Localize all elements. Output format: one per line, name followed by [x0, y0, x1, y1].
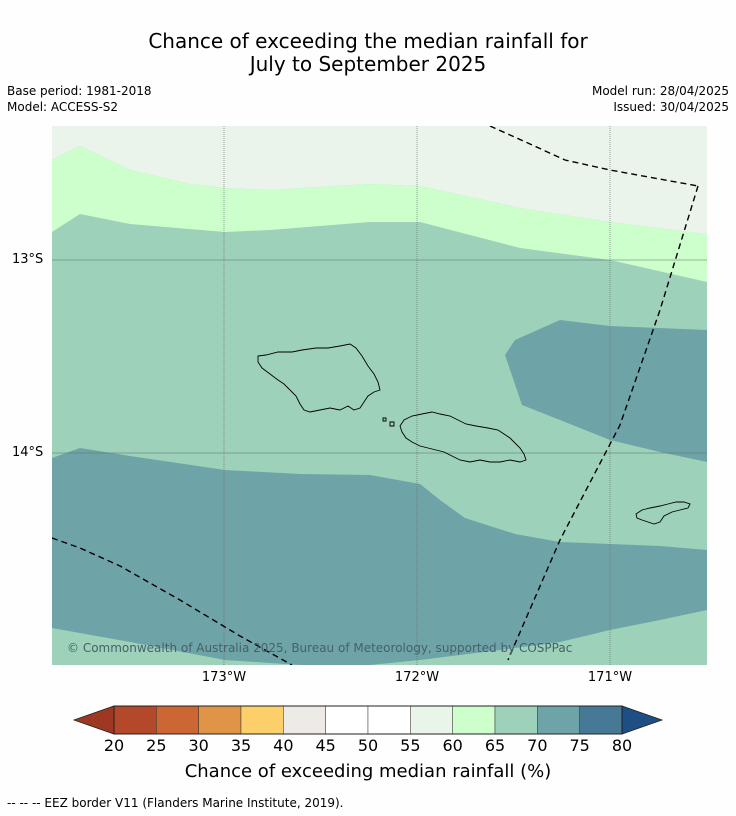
colorbar-title: Chance of exceeding median rainfall (%) [184, 761, 552, 782]
colorbar-tick-label: 25 [146, 736, 167, 755]
colorbar-tick-label: 70 [527, 736, 548, 755]
colorbar-tick-label: 75 [569, 736, 590, 755]
savaii-island [257, 343, 381, 413]
small-island-1 [382, 417, 387, 422]
title-line-1: Chance of exceeding the median rainfall … [148, 29, 588, 53]
upolu-island [399, 411, 527, 463]
map-title: Chance of exceeding the median rainfall … [0, 30, 736, 76]
lon-label-172w: 172°W [394, 670, 440, 685]
colorbar-tick-label: 30 [188, 736, 209, 755]
eez-border-east [507, 185, 699, 661]
small-island-2 [389, 421, 395, 427]
colorbar-tick-label: 60 [442, 736, 463, 755]
base-period-text: Base period: 1981-2018 [7, 84, 152, 98]
eez-border-north [489, 126, 699, 187]
colorbar-tick-label: 40 [273, 736, 294, 755]
title-line-2: July to September 2025 [249, 52, 487, 76]
colorbar-tick-label: 65 [484, 736, 506, 755]
footnote-eez: -- -- -- EEZ border V11 (Flanders Marine… [7, 796, 344, 810]
lon-label-173w: 173°W [201, 670, 247, 685]
meta-right: Model run: 28/04/2025 Issued: 30/04/2025 [592, 83, 729, 115]
tutuila-island [635, 501, 691, 525]
colorbar-tick-label: 55 [400, 736, 421, 755]
lon-label-171w: 171°W [587, 670, 633, 685]
region-70-75-east [505, 320, 707, 462]
colorbar-tick-label: 80 [611, 736, 633, 755]
copyright-text: © Commonwealth of Australia 2025, Bureau… [67, 641, 573, 655]
region-45-50-top [440, 126, 707, 216]
meta-left: Base period: 1981-2018 Model: ACCESS-S2 [7, 83, 152, 115]
lat-label-13s: 13°S [12, 252, 44, 267]
colorbar-tick-label: 45 [315, 736, 336, 755]
colorbar-tick-label: 20 [103, 736, 125, 755]
region-70-75-south [52, 448, 707, 665]
colorbar-tick-label: 50 [357, 736, 379, 755]
model-text: Model: ACCESS-S2 [7, 100, 119, 114]
lat-label-14s: 14°S [12, 445, 44, 460]
model-run-text: Model run: 28/04/2025 [591, 84, 729, 98]
region-60-65 [52, 146, 707, 282]
eez-border-southwest [52, 537, 293, 665]
issued-text: Issued: 30/04/2025 [613, 100, 729, 114]
colorbar-tick-label: 35 [230, 736, 252, 755]
